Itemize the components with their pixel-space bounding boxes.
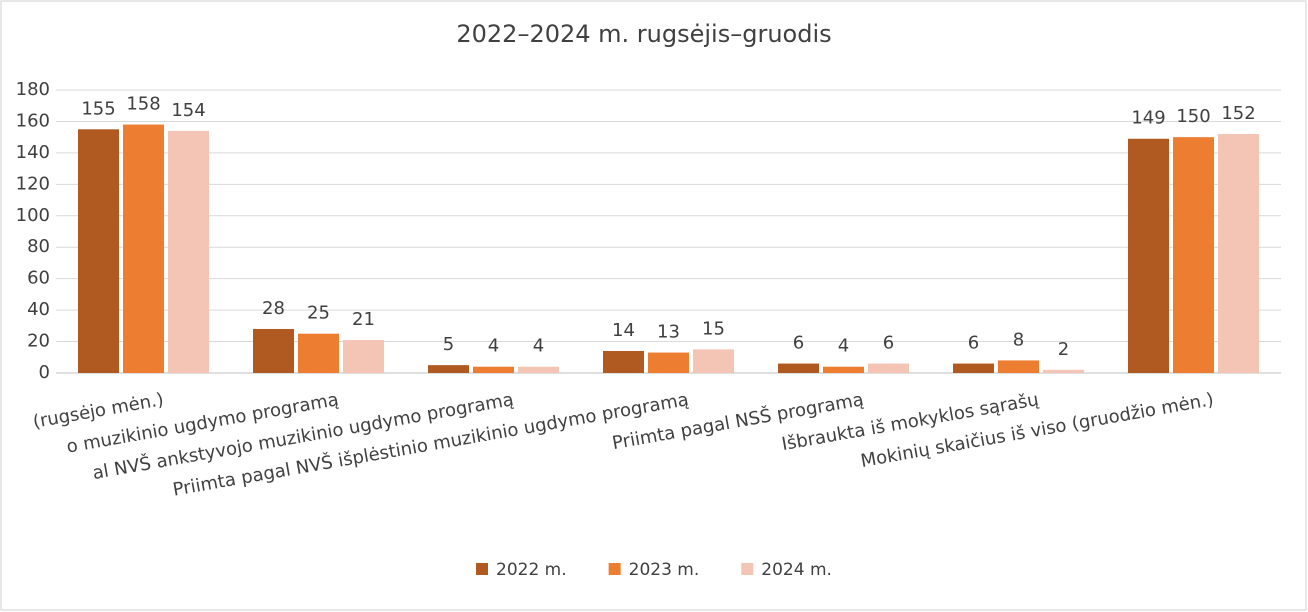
data-label: 154 — [171, 100, 205, 121]
bar — [78, 129, 119, 373]
bar — [168, 130, 209, 373]
data-label: 14 — [612, 320, 635, 341]
y-tick-label: 120 — [16, 173, 50, 194]
y-tick-label: 60 — [27, 268, 50, 289]
data-label: 4 — [838, 336, 849, 357]
bar — [123, 124, 164, 373]
data-label: 152 — [1221, 103, 1255, 124]
data-label: 21 — [352, 309, 375, 330]
bar — [823, 366, 864, 373]
data-label: 28 — [262, 298, 285, 319]
data-label: 5 — [443, 334, 454, 355]
legend-label: 2024 m. — [761, 560, 832, 580]
bar — [298, 333, 339, 373]
data-label: 13 — [657, 322, 680, 343]
data-label: 15 — [702, 318, 725, 339]
y-tick-label: 160 — [16, 110, 50, 131]
data-label: 149 — [1131, 108, 1165, 129]
bar — [868, 363, 909, 373]
bar — [778, 363, 819, 373]
data-label: 6 — [793, 333, 804, 354]
data-label: 6 — [968, 333, 979, 354]
y-tick-label: 140 — [16, 142, 50, 163]
bar — [1128, 138, 1169, 373]
legend-swatch — [741, 563, 754, 575]
bar — [343, 339, 384, 373]
bar — [998, 360, 1039, 373]
y-tick-label: 20 — [27, 331, 50, 352]
data-label: 8 — [1013, 329, 1024, 350]
y-tick-label: 40 — [27, 299, 50, 320]
legend-swatch — [476, 563, 488, 575]
bar — [693, 349, 734, 373]
bar — [518, 366, 559, 373]
bar — [1173, 137, 1214, 373]
bar — [473, 366, 514, 373]
bar — [1218, 134, 1259, 373]
data-label: 158 — [126, 94, 160, 115]
legend-label: 2022 m. — [496, 560, 567, 580]
bar — [603, 350, 644, 373]
bar — [253, 328, 294, 373]
y-tick-label: 100 — [16, 205, 50, 226]
data-label: 6 — [883, 333, 894, 354]
legend-swatch — [608, 563, 621, 575]
legend-label: 2023 m. — [629, 560, 700, 580]
data-label: 2 — [1058, 339, 1069, 360]
bar — [428, 365, 469, 373]
bar — [1043, 369, 1084, 373]
bar — [648, 352, 689, 373]
data-label: 4 — [488, 336, 499, 357]
bar — [953, 363, 994, 373]
y-tick-label: 180 — [16, 79, 50, 100]
data-label: 25 — [307, 303, 330, 324]
data-label: 4 — [533, 336, 544, 357]
y-tick-label: 0 — [39, 362, 50, 383]
data-label: 150 — [1176, 106, 1210, 127]
data-label: 155 — [81, 98, 115, 119]
chart-title: 2022–2024 m. rugsėjis–gruodis — [456, 20, 831, 48]
y-tick-label: 80 — [27, 236, 50, 257]
